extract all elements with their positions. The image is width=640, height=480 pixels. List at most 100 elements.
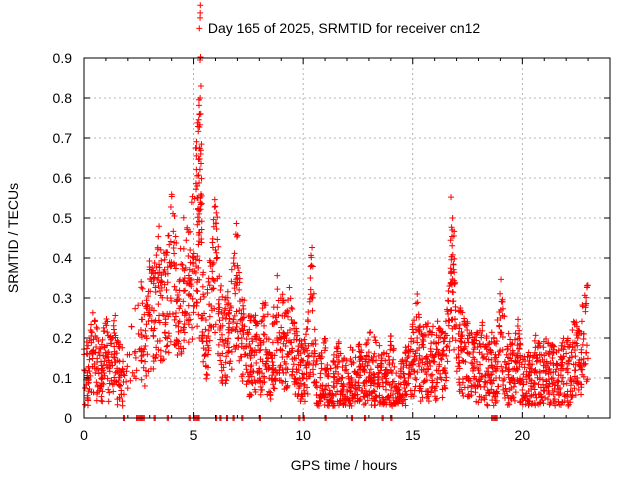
data-point (537, 384, 544, 391)
data-point (422, 388, 429, 395)
data-point (318, 360, 325, 367)
data-point (431, 359, 438, 365)
data-point (206, 282, 213, 289)
data-point (551, 396, 558, 403)
data-point (103, 361, 110, 368)
data-point (86, 385, 93, 392)
data-point (341, 356, 348, 363)
data-point (253, 320, 260, 327)
data-point (183, 237, 190, 244)
data-point (493, 388, 500, 395)
data-point (313, 379, 320, 386)
data-point (432, 383, 439, 390)
data-point (224, 340, 231, 347)
data-point (164, 270, 171, 277)
data-point (416, 363, 423, 370)
data-point (266, 349, 273, 356)
data-point (197, 95, 204, 101)
data-point (459, 379, 466, 386)
data-point (375, 352, 382, 359)
data-point (202, 326, 209, 333)
data-point (222, 296, 229, 303)
data-point (488, 371, 495, 378)
data-point (565, 402, 572, 409)
data-point (226, 360, 233, 367)
data-point (453, 368, 460, 375)
data-point (433, 332, 440, 339)
data-point (152, 289, 159, 296)
data-point (270, 381, 277, 388)
data-point (155, 274, 162, 281)
data-point (357, 396, 364, 403)
data-point (362, 400, 369, 407)
data-point (504, 343, 511, 350)
data-point (486, 374, 493, 381)
data-point (576, 363, 583, 369)
data-point (319, 382, 326, 389)
data-point (180, 277, 187, 284)
data-point (413, 355, 420, 362)
data-point (269, 352, 276, 359)
data-point (439, 352, 446, 359)
data-point (452, 316, 459, 323)
data-point (234, 232, 241, 239)
data-point (83, 338, 90, 345)
data-point (206, 337, 213, 344)
data-point (193, 302, 200, 309)
data-point (410, 348, 417, 355)
data-point (249, 380, 256, 387)
data-point (520, 356, 527, 363)
data-point (199, 315, 206, 321)
data-point (233, 276, 240, 283)
data-point (302, 340, 309, 347)
data-point (195, 241, 202, 248)
data-point (162, 329, 169, 336)
y-tick-label: 0 (64, 410, 72, 426)
data-point (110, 326, 117, 333)
data-point (313, 392, 320, 399)
data-point (266, 388, 273, 395)
data-point (101, 358, 108, 365)
data-point (215, 308, 222, 315)
x-tick-label: 10 (295, 427, 311, 443)
data-point (485, 341, 492, 348)
data-point (197, 83, 204, 89)
data-point (456, 308, 463, 315)
data-point (238, 335, 245, 341)
data-point (443, 352, 450, 359)
data-point (483, 333, 490, 340)
data-point (335, 338, 342, 345)
data-point (503, 351, 510, 358)
data-point (274, 272, 281, 279)
data-point (498, 329, 505, 336)
data-point (402, 402, 409, 409)
data-point (433, 346, 440, 353)
data-point (261, 302, 268, 309)
data-point (444, 343, 451, 349)
data-point (490, 335, 497, 342)
data-point (468, 388, 475, 395)
data-point (195, 229, 202, 236)
data-point (324, 402, 331, 409)
data-point (167, 338, 174, 345)
y-tick-label: 0.9 (53, 50, 73, 66)
data-point (488, 329, 495, 336)
data-point (231, 250, 238, 257)
data-point (230, 255, 237, 262)
data-point (446, 347, 453, 354)
data-point (578, 391, 585, 398)
data-point (323, 382, 330, 389)
data-point (216, 273, 223, 280)
data-point (257, 339, 264, 346)
data-point (171, 250, 178, 257)
data-point (419, 356, 426, 363)
data-point (105, 348, 112, 355)
data-point (231, 285, 238, 292)
data-point (225, 335, 232, 342)
data-point (305, 342, 312, 349)
data-point (162, 334, 169, 341)
data-point (383, 370, 390, 377)
data-point (452, 337, 459, 344)
data-point (287, 295, 294, 302)
data-point (196, 166, 203, 173)
